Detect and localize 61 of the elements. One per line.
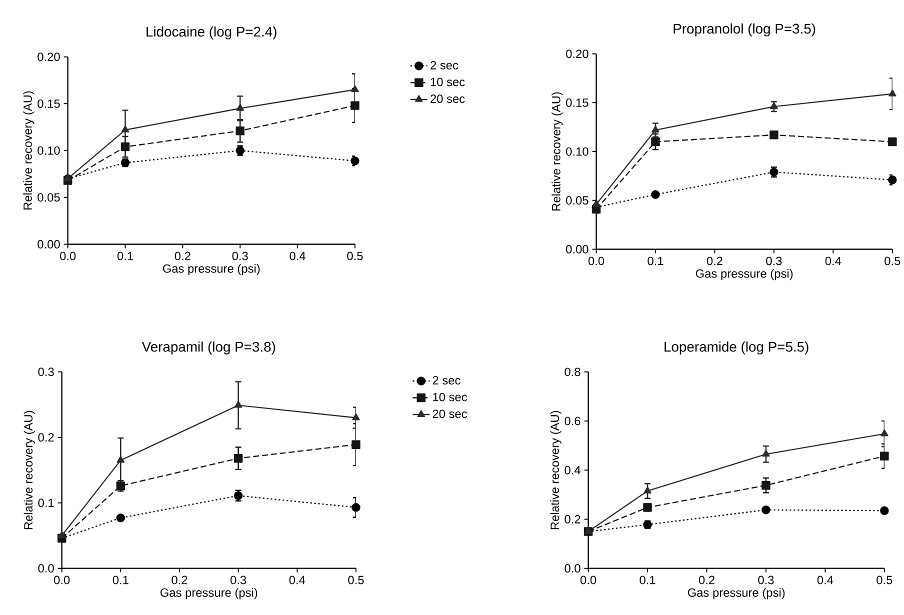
chart-title: Loperamide (log P=5.5) [664,341,808,354]
legend-label: 2 sec [432,376,460,384]
x-tick-label: 0.2 [172,576,188,584]
y-axis-title: Relative recovery (AU) [24,410,35,529]
x-tick-label: 0.1 [640,576,656,584]
y-axis-title: Relative recovery (AU) [23,91,34,210]
legend-label: 20 sec [432,410,468,418]
x-tick-label: 0.2 [698,576,714,584]
x-tick-label: 0.4 [817,576,834,584]
y-axis-title: Relative recovery (AU) [552,92,563,210]
y-tick-label: 0.2 [38,433,54,442]
x-tick-label: 0.4 [290,252,306,260]
x-tick-label: 0.5 [876,576,892,584]
x-tick-label: 0.5 [347,252,363,260]
x-tick-label: 0.0 [580,576,596,584]
x-tick-label: 0.0 [54,576,70,584]
chart-title: Propranolol (log P=3.5) [674,23,816,36]
y-tick-label: 0.0 [564,564,580,572]
y-axis-title: Relative recovery (AU) [550,410,562,529]
y-tick-label: 0.15 [38,99,60,108]
y-tick-label: 0.3 [38,368,54,376]
x-tick-label: 0.0 [60,252,76,260]
x-tick-label: 0.1 [112,576,128,584]
x-tick-label: 0.0 [588,256,604,266]
x-tick-label: 0.5 [348,576,364,584]
legend-label: 2 sec [430,60,458,70]
x-tick-label: 0.1 [648,256,664,266]
x-tick-label: 0.3 [758,576,774,584]
y-tick-label: 0.2 [564,514,580,524]
chart-title: Lidocaine (log P=2.4) [146,26,276,40]
legend-label: 10 sec [433,392,468,402]
y-tick-label: 0.05 [566,196,588,205]
x-tick-label: 0.3 [230,576,246,584]
y-tick-label: 0.8 [564,368,580,376]
y-tick-label: 0.00 [566,244,588,254]
x-tick-label: 0.1 [117,252,133,260]
y-tick-label: 0.20 [38,52,60,61]
x-tick-label: 0.2 [174,252,190,260]
x-tick-label: 0.2 [706,256,722,266]
legend-label: 10 sec [430,78,465,86]
x-tick-label: 0.3 [766,256,782,266]
y-tick-label: 0.20 [566,50,588,58]
x-tick-label: 0.5 [884,256,900,266]
y-tick-label: 0.15 [566,98,588,107]
y-tick-label: 0.00 [38,240,60,248]
y-tick-label: 0.10 [566,147,588,156]
legend-label: 20 sec [430,94,465,103]
x-axis-title: Gas pressure (psi) [696,268,793,280]
y-tick-label: 0.6 [564,416,580,426]
x-tick-label: 0.4 [825,256,842,266]
y-tick-label: 0.4 [564,466,580,474]
y-tick-label: 0.1 [38,498,54,507]
x-tick-label: 0.3 [232,252,248,260]
x-axis-title: Gas pressure (psi) [688,588,785,600]
y-tick-label: 0.0 [38,564,54,572]
x-axis-title: Gas pressure (psi) [162,264,260,276]
y-tick-label: 0.05 [38,193,60,202]
chart-title: Verapamil (log P=3.8) [142,341,276,354]
x-axis-title: Gas pressure (psi) [160,588,258,600]
y-tick-label: 0.10 [38,146,60,155]
x-tick-label: 0.4 [289,576,306,584]
